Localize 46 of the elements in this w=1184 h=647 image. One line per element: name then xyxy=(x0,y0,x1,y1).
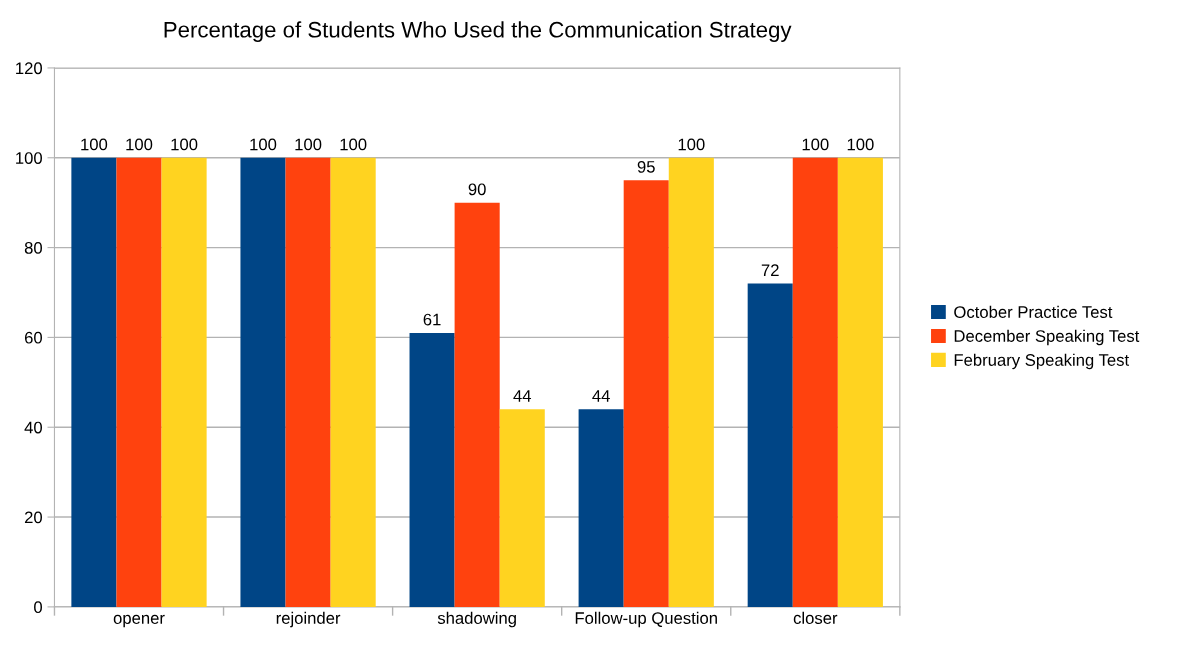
bar xyxy=(747,283,793,607)
data-label: 100 xyxy=(295,138,322,151)
y-tick-label: 40 xyxy=(24,421,43,434)
data-label: 72 xyxy=(761,264,779,276)
data-label: 100 xyxy=(678,138,705,151)
bar xyxy=(792,157,838,607)
bar xyxy=(668,157,714,607)
y-tick-label: 120 xyxy=(16,62,43,75)
y-tick-label: 80 xyxy=(24,241,43,254)
data-label: 100 xyxy=(340,138,367,151)
bar xyxy=(116,157,162,607)
data-label: 95 xyxy=(637,160,655,173)
chart-title: Percentage of Students Who Used the Communication Strategy xyxy=(164,21,792,42)
bar xyxy=(454,202,500,607)
data-label: 61 xyxy=(423,313,441,326)
x-tick-label: rejoinder xyxy=(276,611,341,628)
data-label: 100 xyxy=(171,138,198,151)
x-tick-label: opener xyxy=(113,614,165,628)
y-tick-label: 0 xyxy=(34,601,43,614)
bar xyxy=(499,409,545,607)
bar xyxy=(837,157,883,607)
x-tick-label: Follow-up Question xyxy=(575,611,717,628)
bar xyxy=(330,157,376,607)
data-label: 100 xyxy=(81,138,108,151)
legend-label: December Speaking Test xyxy=(954,329,1140,346)
legend-label: February Speaking Test xyxy=(954,353,1130,370)
data-label: 90 xyxy=(468,183,486,196)
bar xyxy=(285,157,331,607)
data-label: 100 xyxy=(847,138,874,151)
y-tick-label: 20 xyxy=(24,511,43,524)
y-tick-label: 60 xyxy=(24,331,43,344)
bar xyxy=(623,180,669,607)
x-tick-label: closer xyxy=(793,611,838,624)
data-label: 100 xyxy=(126,138,153,151)
bar xyxy=(409,332,455,607)
y-tick-label: 100 xyxy=(16,152,43,164)
data-label: 44 xyxy=(513,390,532,402)
bar xyxy=(161,157,207,607)
bar xyxy=(71,157,117,607)
legend-label: October Practice Test xyxy=(954,305,1113,318)
data-label: 44 xyxy=(592,390,610,402)
data-label: 100 xyxy=(802,138,829,151)
bar xyxy=(240,157,286,607)
data-label: 100 xyxy=(250,138,277,151)
x-tick-label: shadowing xyxy=(437,611,516,628)
bar xyxy=(578,409,624,607)
